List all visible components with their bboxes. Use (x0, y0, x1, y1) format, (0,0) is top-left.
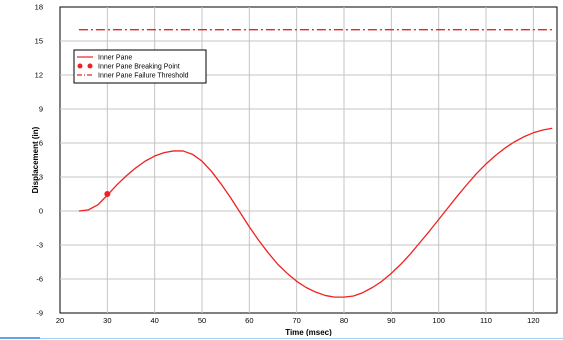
y-tick-label: 15 (35, 37, 43, 46)
y-tick-label: 6 (39, 139, 43, 148)
y-tick-label: 12 (35, 71, 43, 80)
x-tick-label: 20 (56, 316, 64, 325)
legend-symbol (77, 63, 83, 69)
y-tick-label: -6 (36, 275, 43, 284)
x-tick-label: 90 (387, 316, 395, 325)
x-axis-title: Time (msec) (285, 328, 332, 337)
x-tick-label: 30 (103, 316, 111, 325)
x-tick-label: 60 (245, 316, 253, 325)
x-tick-label: 120 (527, 316, 540, 325)
inner-pane-line (78, 127, 553, 298)
legend-label: Inner Pane Breaking Point (98, 64, 180, 71)
x-tick-label: 110 (480, 316, 492, 325)
x-tick-label: 100 (432, 316, 445, 325)
grid-lines (60, 7, 557, 313)
y-tick-label: -3 (36, 241, 43, 250)
breaking-point-marker (104, 191, 111, 197)
legend: Inner Pane Inner Pane Breaking Point Inner… (73, 49, 207, 84)
y-tick-label: -9 (36, 309, 43, 318)
x-axis-tick-labels: 20 30 40 50 60 70 80 90 100 110 120 (56, 316, 540, 325)
y-tick-label: 18 (35, 3, 43, 12)
legend-label: Inner Pane (98, 55, 132, 62)
y-tick-label: 3 (39, 173, 43, 182)
y-tick-label: 0 (39, 207, 43, 216)
legend-label: Inner Pane Failure Threshold (98, 73, 189, 80)
y-axis-tick-labels: -9 -6 -3 0 3 6 9 12 15 18 (35, 3, 43, 318)
x-tick-label: 50 (198, 316, 206, 325)
y-tick-label: 9 (39, 105, 43, 114)
legend-items: Inner Pane Inner Pane Breaking Point Inner… (77, 55, 189, 80)
bottom-rule (40, 338, 563, 339)
legend-box (73, 49, 207, 84)
x-tick-label: 40 (150, 316, 158, 325)
bottom-accent (0, 337, 40, 339)
x-tick-label: 70 (292, 316, 300, 325)
series-layer (78, 29, 553, 298)
legend-symbol (87, 63, 93, 69)
y-axis-title: Displacement (in) (31, 126, 40, 193)
x-tick-label: 80 (340, 316, 348, 325)
bottom-edge-strip (0, 336, 563, 340)
